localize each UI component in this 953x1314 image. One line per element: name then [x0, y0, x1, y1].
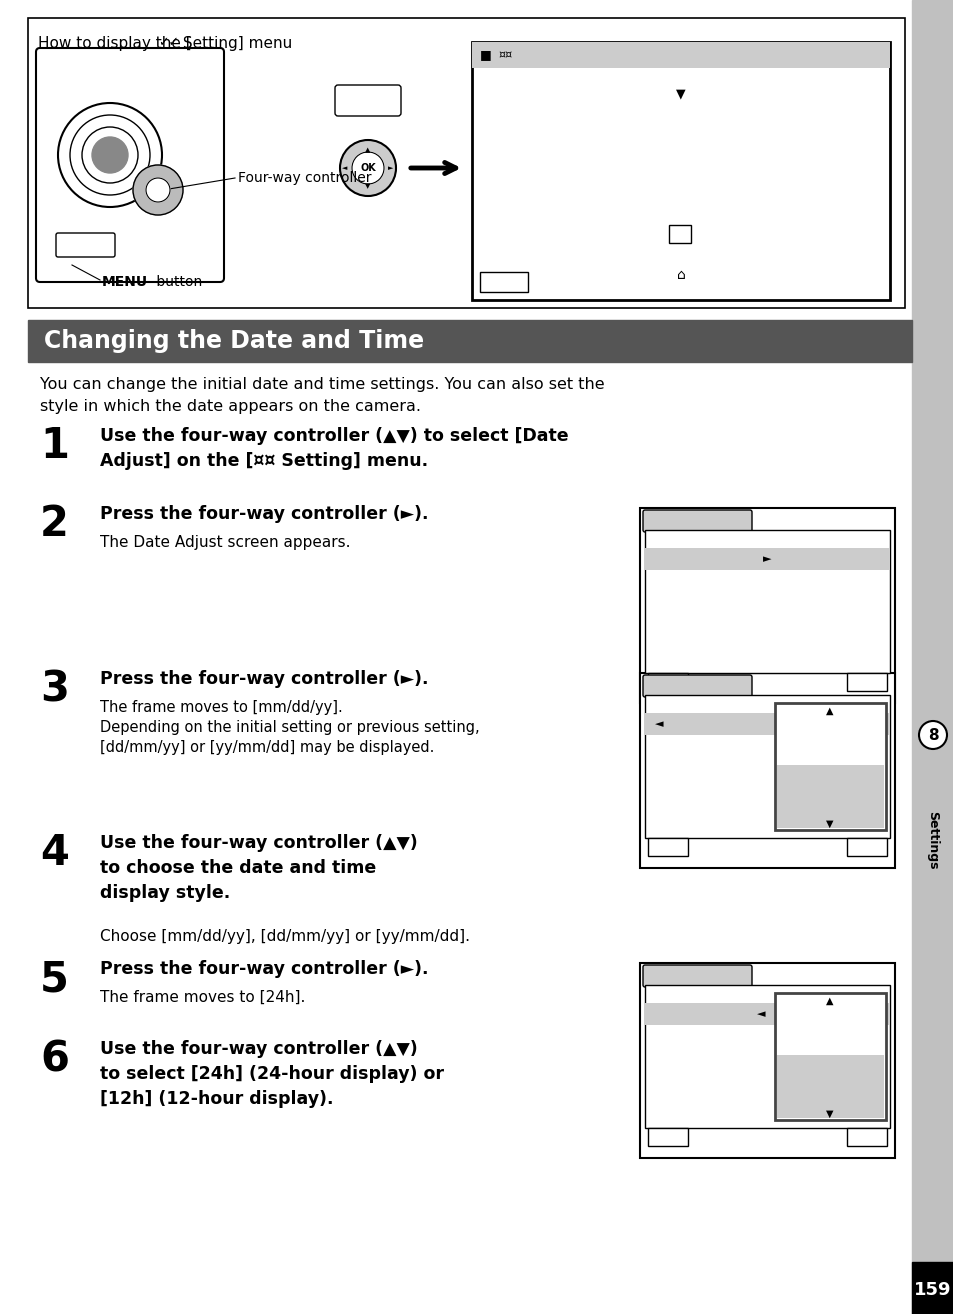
FancyBboxPatch shape — [36, 49, 224, 283]
Text: Settings: Settings — [925, 811, 939, 870]
Text: button: button — [152, 275, 202, 289]
Text: ¤¤: ¤¤ — [497, 50, 512, 60]
Bar — [911, 1261, 953, 1314]
Bar — [774, 993, 885, 1120]
Text: Setting] menu: Setting] menu — [178, 35, 292, 51]
Circle shape — [132, 166, 183, 215]
Text: Use the four-way controller (▲▼)
to choose the date and time
display style.: Use the four-way controller (▲▼) to choo… — [100, 834, 417, 901]
Bar — [647, 1127, 687, 1146]
Circle shape — [91, 137, 128, 173]
Text: ⌂: ⌂ — [676, 268, 684, 283]
Text: The frame moves to [mm/dd/yy].: The frame moves to [mm/dd/yy]. — [100, 700, 342, 715]
Text: ▲: ▲ — [825, 706, 833, 716]
Text: 3: 3 — [40, 668, 69, 710]
Text: Press the four-way controller (►).: Press the four-way controller (►). — [100, 505, 428, 523]
FancyBboxPatch shape — [642, 964, 751, 987]
Text: ▼: ▼ — [676, 88, 685, 100]
Bar — [472, 42, 889, 300]
Bar — [28, 18, 904, 307]
Bar — [644, 986, 889, 1127]
Bar — [644, 548, 889, 570]
Text: How to display the [: How to display the [ — [38, 35, 192, 51]
Text: 2: 2 — [40, 503, 69, 545]
Text: 4: 4 — [40, 832, 69, 874]
Text: ✓✓: ✓✓ — [158, 35, 179, 49]
Bar — [846, 838, 886, 855]
FancyBboxPatch shape — [335, 85, 400, 116]
Text: ▼: ▼ — [365, 183, 371, 189]
Text: You can change the initial date and time settings. You can also set the: You can change the initial date and time… — [40, 377, 604, 392]
Text: The Date Adjust screen appears.: The Date Adjust screen appears. — [100, 535, 350, 551]
FancyBboxPatch shape — [642, 510, 751, 532]
Circle shape — [352, 152, 384, 184]
Bar — [639, 963, 894, 1158]
Bar — [639, 673, 894, 869]
Bar — [644, 1003, 889, 1025]
Text: ▼: ▼ — [825, 819, 833, 829]
Text: ►: ► — [388, 166, 394, 171]
Text: OK: OK — [359, 163, 375, 173]
Text: 8: 8 — [926, 728, 938, 742]
Text: ◄: ◄ — [342, 166, 347, 171]
Bar — [644, 714, 889, 735]
Bar — [846, 673, 886, 691]
Text: Four-way controller: Four-way controller — [237, 171, 371, 185]
Text: ►: ► — [762, 555, 770, 564]
Bar — [647, 838, 687, 855]
Bar — [776, 765, 883, 828]
FancyBboxPatch shape — [642, 675, 751, 696]
Text: ■: ■ — [479, 49, 491, 62]
Bar — [776, 1055, 883, 1118]
Text: Press the four-way controller (►).: Press the four-way controller (►). — [100, 670, 428, 689]
Bar — [472, 42, 889, 68]
Bar — [911, 0, 953, 1314]
Bar — [28, 321, 911, 361]
Bar — [846, 1127, 886, 1146]
Bar — [479, 272, 527, 292]
Text: 6: 6 — [40, 1038, 69, 1080]
Text: MENU: MENU — [102, 275, 148, 289]
Text: ▲: ▲ — [365, 147, 371, 152]
Text: Use the four-way controller (▲▼) to select [Date
Adjust] on the [¤¤ Setting] men: Use the four-way controller (▲▼) to sele… — [100, 427, 568, 470]
Bar — [639, 509, 894, 703]
Text: Press the four-way controller (►).: Press the four-way controller (►). — [100, 961, 428, 978]
Circle shape — [146, 177, 170, 202]
Bar — [647, 673, 687, 691]
Text: Changing the Date and Time: Changing the Date and Time — [44, 328, 424, 353]
Circle shape — [339, 141, 395, 196]
Bar — [668, 225, 690, 243]
Bar — [774, 703, 885, 830]
Text: ▼: ▼ — [825, 1109, 833, 1120]
Circle shape — [918, 721, 946, 749]
FancyBboxPatch shape — [56, 233, 115, 258]
Text: 159: 159 — [913, 1281, 951, 1300]
Text: style in which the date appears on the camera.: style in which the date appears on the c… — [40, 399, 420, 414]
Text: ◄: ◄ — [655, 719, 662, 729]
Text: 5: 5 — [40, 958, 69, 1000]
Text: [dd/mm/yy] or [yy/mm/dd] may be displayed.: [dd/mm/yy] or [yy/mm/dd] may be displaye… — [100, 740, 434, 756]
Text: 1: 1 — [40, 424, 69, 466]
Text: ▲: ▲ — [825, 996, 833, 1007]
Text: Choose [mm/dd/yy], [dd/mm/yy] or [yy/mm/dd].: Choose [mm/dd/yy], [dd/mm/yy] or [yy/mm/… — [100, 929, 470, 943]
Bar — [644, 530, 889, 673]
Text: Use the four-way controller (▲▼)
to select [24h] (24-hour display) or
[12h] (12-: Use the four-way controller (▲▼) to sele… — [100, 1039, 443, 1108]
Text: The frame moves to [24h].: The frame moves to [24h]. — [100, 989, 305, 1005]
Text: ◄: ◄ — [756, 1009, 764, 1018]
Bar — [644, 695, 889, 838]
Text: Depending on the initial setting or previous setting,: Depending on the initial setting or prev… — [100, 720, 479, 735]
